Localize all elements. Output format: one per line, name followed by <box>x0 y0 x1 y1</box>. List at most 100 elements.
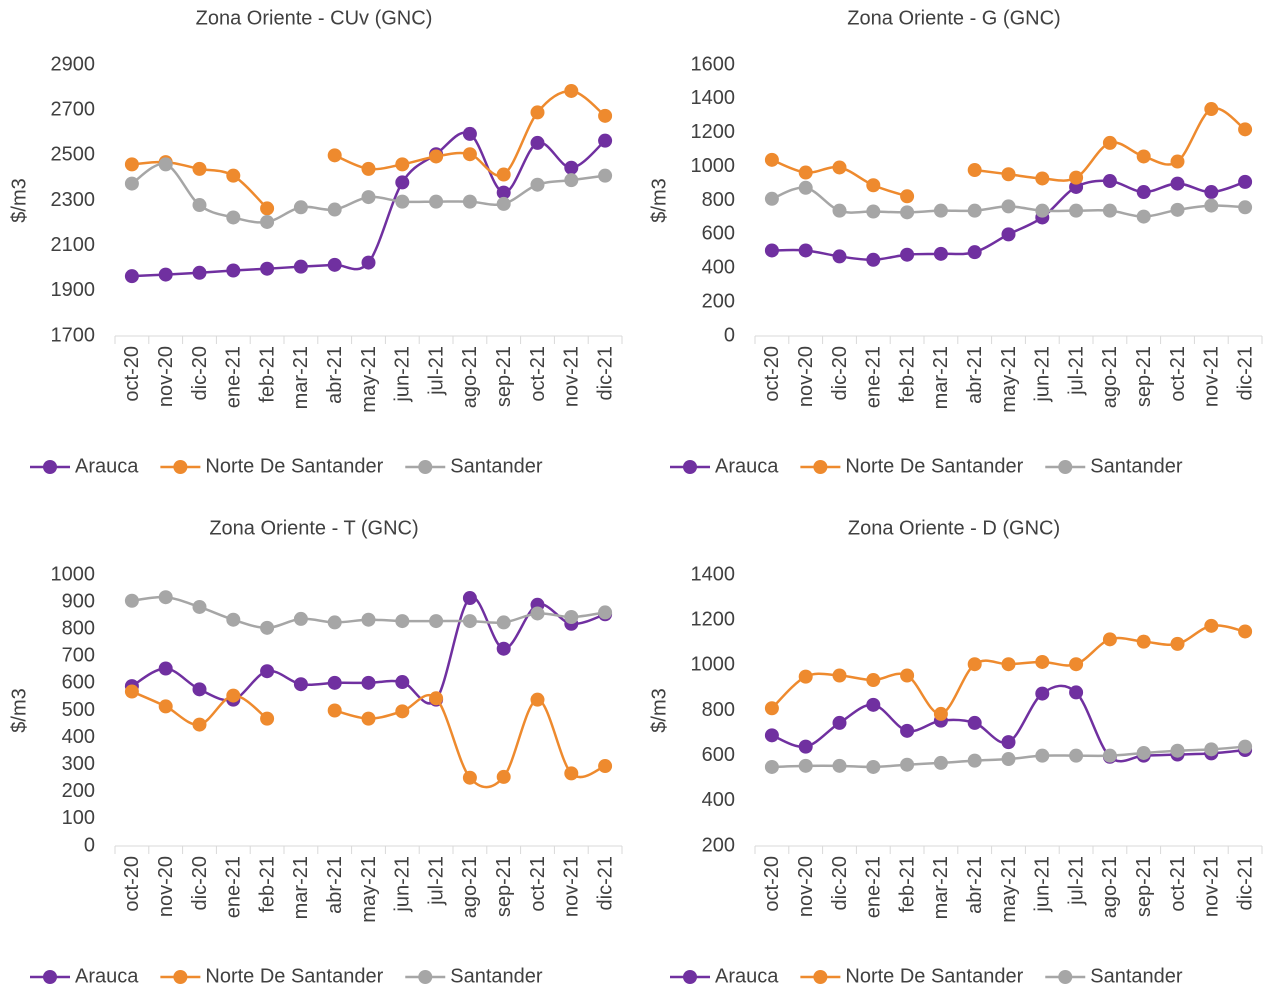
data-point <box>1204 102 1219 117</box>
x-tick-label: dic-21 <box>1234 346 1256 400</box>
data-point <box>1001 199 1016 214</box>
y-axis-label: $/m3 <box>8 178 30 222</box>
data-point <box>598 133 613 148</box>
data-point <box>192 717 207 732</box>
x-tick-label: ago-21 <box>459 346 481 408</box>
data-point <box>1204 742 1219 757</box>
data-point <box>496 167 511 182</box>
data-point <box>462 147 477 162</box>
data-point <box>832 715 847 730</box>
data-point <box>1035 654 1050 669</box>
data-point <box>933 755 948 770</box>
x-tick-label: jul-21 <box>425 856 447 906</box>
x-tick-label: nov-21 <box>1201 856 1223 917</box>
data-point <box>361 612 376 627</box>
data-point <box>967 715 982 730</box>
data-point <box>764 191 779 206</box>
data-point <box>598 759 613 774</box>
data-point <box>361 190 376 205</box>
data-point <box>866 697 881 712</box>
y-tick-label: 1600 <box>691 53 736 75</box>
legend-label: Santander <box>450 455 543 477</box>
y-tick-label: 1200 <box>691 121 736 143</box>
data-point <box>798 669 813 684</box>
data-point <box>798 180 813 195</box>
data-point <box>832 160 847 175</box>
y-axis-label: $/m3 <box>648 178 670 222</box>
data-point <box>462 614 477 629</box>
data-point <box>1238 624 1253 639</box>
y-tick-label: 0 <box>84 834 95 856</box>
data-point <box>764 243 779 258</box>
legend-marker <box>813 460 828 474</box>
legend-label: Norte De Santander <box>845 965 1023 987</box>
legend-marker <box>418 970 433 984</box>
y-tick-label: 1000 <box>51 563 96 585</box>
x-tick-label: feb-21 <box>256 856 278 913</box>
data-point <box>1102 203 1117 218</box>
data-point <box>1102 748 1117 763</box>
data-point <box>124 684 139 699</box>
x-tick-label: jun-21 <box>392 856 414 913</box>
data-point <box>327 148 342 163</box>
data-point <box>260 664 275 679</box>
x-tick-label: ene-21 <box>223 856 245 918</box>
data-point <box>1069 657 1084 672</box>
x-tick-label: sep-21 <box>1133 346 1155 407</box>
data-point <box>530 105 545 120</box>
legend-label: Santander <box>450 965 543 987</box>
data-point <box>967 163 982 178</box>
data-point <box>1136 149 1151 164</box>
y-tick-label: 600 <box>702 744 735 766</box>
x-tick-label: jul-21 <box>1065 856 1087 906</box>
data-point <box>293 677 308 692</box>
legend-label: Arauca <box>75 965 139 987</box>
data-point <box>327 257 342 272</box>
legend-marker <box>43 460 57 474</box>
y-tick-label: 2100 <box>51 234 96 256</box>
y-tick-label: 1400 <box>691 87 736 109</box>
legend-marker <box>173 460 188 474</box>
y-tick-label: 100 <box>62 807 95 829</box>
chart-title: Zona Oriente - CUv (GNC) <box>196 7 433 29</box>
x-tick-label: nov-20 <box>155 856 177 917</box>
y-tick-label: 700 <box>62 645 95 667</box>
data-point <box>260 711 275 726</box>
data-point <box>260 201 275 216</box>
data-point <box>124 269 139 284</box>
data-point <box>1238 200 1253 215</box>
data-point <box>1136 634 1151 649</box>
x-tick-label: dic-21 <box>594 856 616 910</box>
x-tick-label: abr-21 <box>324 346 346 404</box>
data-point <box>124 593 139 608</box>
data-point <box>361 711 376 726</box>
x-tick-label: mar-21 <box>290 346 312 409</box>
x-tick-label: ago-21 <box>459 856 481 918</box>
data-point <box>764 728 779 743</box>
data-point <box>327 615 342 630</box>
legend-label: Arauca <box>715 965 779 987</box>
data-point <box>496 641 511 656</box>
series-line <box>771 179 1246 262</box>
data-point <box>395 614 410 629</box>
data-point <box>462 591 477 606</box>
data-point <box>1170 154 1185 169</box>
data-point <box>967 753 982 768</box>
x-tick-label: feb-21 <box>256 346 278 403</box>
data-point <box>1001 167 1016 182</box>
y-tick-label: 1700 <box>51 324 96 346</box>
data-point <box>462 126 477 141</box>
legend-marker <box>173 970 188 984</box>
data-point <box>124 157 139 172</box>
x-tick-label: mar-21 <box>290 856 312 919</box>
y-tick-label: 1000 <box>691 654 736 676</box>
data-point <box>192 198 207 213</box>
y-tick-label: 200 <box>702 290 735 312</box>
x-tick-label: dic-21 <box>1234 856 1256 910</box>
y-tick-label: 0 <box>724 324 735 346</box>
chart-title: Zona Oriente - T (GNC) <box>209 517 418 539</box>
data-point <box>900 247 915 262</box>
x-tick-label: abr-21 <box>964 856 986 914</box>
x-tick-label: jun-21 <box>1032 856 1054 913</box>
